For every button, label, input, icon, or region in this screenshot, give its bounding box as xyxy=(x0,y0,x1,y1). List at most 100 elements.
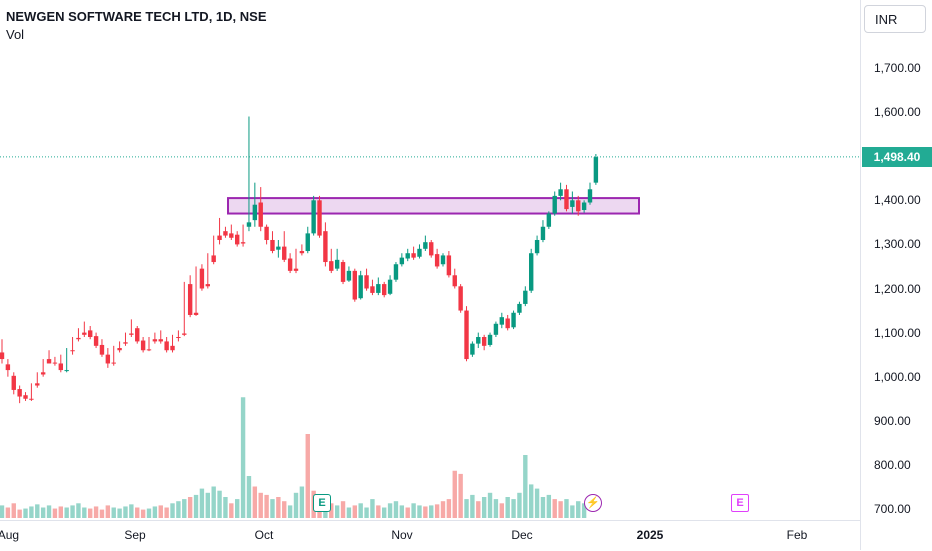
candle-body xyxy=(305,233,310,252)
time-axis[interactable]: Aug Sep Oct Nov Dec 2025 Feb xyxy=(0,520,860,551)
volume-bar xyxy=(29,506,34,518)
volume-bar xyxy=(164,507,169,518)
candle-body xyxy=(240,242,246,244)
volume-bar xyxy=(464,499,469,518)
volume-bar xyxy=(340,501,346,518)
candle-body xyxy=(546,213,552,227)
candle-body xyxy=(352,270,357,300)
volume-bar xyxy=(223,497,228,518)
candle-body xyxy=(587,189,593,203)
volume-bar xyxy=(517,492,522,518)
symbol-title[interactable]: NEWGEN SOFTWARE TECH LTD, 1D, NSE xyxy=(6,9,267,24)
volume-bar xyxy=(82,507,87,518)
volume-bar xyxy=(540,497,546,518)
candle-body xyxy=(276,246,281,250)
candle-body xyxy=(346,270,352,281)
volume-bar xyxy=(299,486,305,518)
candle-body xyxy=(176,337,181,339)
earnings-event-icon[interactable]: E xyxy=(313,494,331,512)
volume-bar xyxy=(70,505,75,518)
volume-bar xyxy=(17,509,22,518)
volume-bar xyxy=(581,503,587,518)
candle-body xyxy=(446,255,452,276)
candle-body xyxy=(299,251,305,254)
candle-body xyxy=(452,275,457,287)
volume-bar xyxy=(240,397,246,518)
candle-body xyxy=(476,337,481,344)
price-tick-label: 1,300.00 xyxy=(874,237,921,252)
time-tick-label: Feb xyxy=(786,528,808,542)
candle-body xyxy=(282,246,287,260)
candle-body xyxy=(0,352,5,360)
candle-body xyxy=(270,239,275,252)
candle-body xyxy=(552,195,557,214)
candle-body xyxy=(246,222,252,227)
volume-bar xyxy=(382,507,387,518)
volume-bar xyxy=(58,506,63,518)
volume-bar xyxy=(505,497,510,518)
volume-bar xyxy=(211,486,216,518)
currency-button[interactable]: INR xyxy=(864,5,926,33)
volume-bar xyxy=(182,499,187,518)
volume-label[interactable]: Vol xyxy=(6,27,25,42)
candle-body xyxy=(429,242,434,256)
volume-bar xyxy=(376,505,381,518)
volume-bar xyxy=(523,455,528,518)
candle-body xyxy=(487,334,493,345)
volume-bar xyxy=(476,501,481,518)
candle-body xyxy=(199,268,205,289)
candle-body xyxy=(499,317,504,325)
candle-body xyxy=(387,279,393,294)
volume-bar xyxy=(264,494,269,518)
volume-bar xyxy=(576,501,581,518)
volume-bar xyxy=(434,504,440,518)
volume-bar xyxy=(452,470,457,518)
time-tick-label: 2025 xyxy=(636,528,664,542)
volume-bar xyxy=(170,503,175,518)
volume-bar xyxy=(64,507,69,518)
volume-bar xyxy=(93,506,99,518)
candle-body xyxy=(76,337,81,340)
volume-bar xyxy=(440,501,446,518)
volume-bar xyxy=(399,505,405,518)
volume-bar xyxy=(534,488,540,518)
candle-body xyxy=(564,189,569,210)
earnings-upcoming-event-icon[interactable]: E xyxy=(731,494,749,512)
volume-bar xyxy=(146,508,152,518)
candle-body xyxy=(35,383,40,386)
candle-body xyxy=(458,286,463,311)
candle-body xyxy=(46,359,52,364)
volume-bar xyxy=(293,492,299,518)
volume-bar xyxy=(546,494,552,518)
candle-body xyxy=(440,255,446,265)
candle-body xyxy=(223,231,228,236)
candle-body xyxy=(235,234,240,245)
candle-body xyxy=(187,284,193,315)
volume-bar xyxy=(205,492,210,518)
volume-bar xyxy=(52,508,58,518)
volume-bar xyxy=(282,501,287,518)
candle-body xyxy=(11,375,16,390)
candle-body xyxy=(40,372,46,375)
candle-body xyxy=(411,253,416,258)
price-axis[interactable]: 1,700.001,600.001,500.001,400.001,300.00… xyxy=(860,0,932,550)
volume-bar xyxy=(152,506,158,518)
candle-body xyxy=(470,343,475,355)
candle-body xyxy=(264,226,269,240)
candle-body xyxy=(481,337,487,346)
candle-body xyxy=(140,340,146,351)
volume-bar xyxy=(370,499,375,518)
candle-body xyxy=(434,254,440,267)
candle-body xyxy=(570,200,575,207)
volume-bar xyxy=(564,499,569,518)
time-tick-label: Dec xyxy=(511,528,533,542)
price-tick-label: 1,600.00 xyxy=(874,105,921,120)
candle-body xyxy=(317,200,322,236)
volume-bar xyxy=(46,505,52,518)
dividend-event-icon[interactable]: ⚡ xyxy=(584,494,602,512)
price-tick-label: 1,700.00 xyxy=(874,61,921,75)
candle-body xyxy=(529,253,534,291)
price-chart[interactable] xyxy=(0,0,860,520)
volume-bar xyxy=(35,504,40,518)
chart-header: NEWGEN SOFTWARE TECH LTD, 1D, NSE Vol xyxy=(6,8,267,44)
